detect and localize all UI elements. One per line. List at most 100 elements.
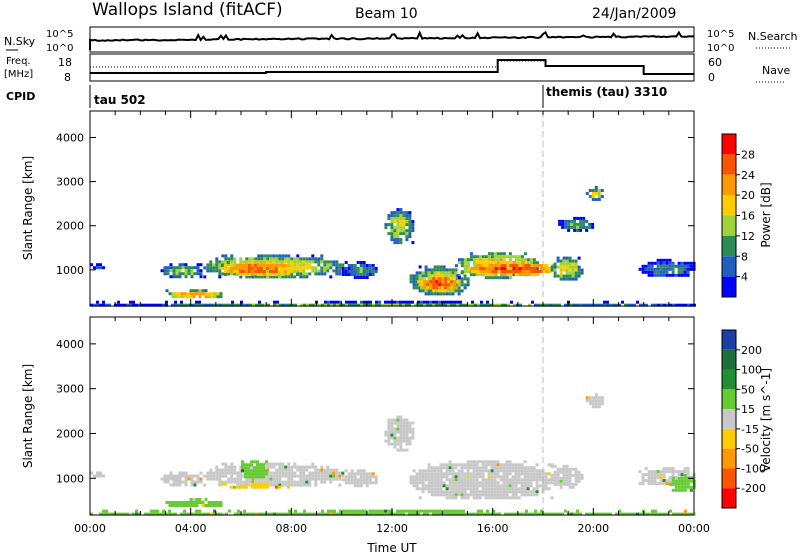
heatmap-cell [479,270,483,273]
heatmap-cell [284,480,288,484]
heatmap-cell [499,255,503,259]
heatmap-cell [177,295,181,299]
heatmap-cell [678,512,681,516]
heatmap-cell [362,270,366,273]
heatmap-cell [308,474,312,478]
heatmap-cell [219,292,223,296]
heatmap-cell [439,475,443,479]
heatmap-cell [448,460,452,464]
heatmap-cell [393,445,397,449]
heatmap-cell [502,276,506,280]
heatmap-cell [447,286,451,290]
heatmap-cell [399,430,403,434]
heatmap-cell [663,303,666,307]
heatmap-cell [390,211,394,215]
heatmap-cell [362,478,366,482]
heatmap-cell [606,300,609,304]
heatmap-cell [509,273,513,276]
heatmap-cell [491,270,495,273]
heatmap-cell [534,303,537,307]
heatmap-cell [222,512,225,516]
heatmap-cell [198,501,202,504]
heatmap-cell [363,303,366,307]
heatmap-cell [256,270,260,273]
heatmap-cell [493,258,497,262]
heatmap-cell [618,509,621,513]
heatmap-cell [245,257,249,261]
heatmap-cell [492,509,495,513]
heatmap-cell [453,303,456,307]
heatmap-cell [351,300,354,304]
heatmap-cell [338,483,342,487]
heatmap-cell [274,270,278,273]
heatmap-cell [529,484,533,488]
heatmap-cell [234,512,237,516]
heatmap-cell [588,396,592,400]
heatmap-cell [470,270,474,273]
heatmap-cell [99,474,102,478]
y-tick-label: 3000 [56,176,84,189]
heatmap-cell [481,466,485,470]
heatmap-cell [659,473,663,477]
heatmap-cell [267,303,270,307]
heatmap-cell [463,478,467,482]
heatmap-cell [594,512,597,516]
heatmap-cell [396,211,400,215]
heatmap-cell [481,475,485,479]
heatmap-cell [276,300,279,304]
heatmap-cell [481,261,485,265]
heatmap-cell [451,271,455,275]
heatmap-cell [390,238,394,242]
heatmap-cell [469,481,473,485]
heatmap-cell [472,484,476,488]
heatmap-cell [502,475,506,479]
heatmap-cell [517,496,521,500]
heatmap-cell [424,265,428,269]
heatmap-cell [399,241,403,245]
heatmap-cell [532,469,536,473]
heatmap-cell [513,512,516,516]
heatmap-cell [306,303,309,307]
nsky-trace [89,30,695,50]
heatmap-cell [546,303,549,307]
heatmap-cell [218,260,222,264]
heatmap-cell [450,277,454,281]
heatmap-cell [174,501,178,504]
heatmap-cell [284,471,288,475]
heatmap-cell [487,469,491,473]
heatmap-cell [408,303,411,307]
heatmap-cell [263,275,267,279]
heatmap-cell [579,512,582,516]
heatmap-cell [662,467,666,471]
heatmap-cell [206,263,210,267]
heatmap-cell [543,303,546,307]
heatmap-cell [226,261,230,264]
heatmap-cell [472,472,476,476]
heatmap-cell [402,226,406,230]
heatmap-cell [529,493,533,497]
heatmap-cell [405,509,408,513]
heatmap-cell [484,255,488,259]
velocity-heatmap-cells [90,393,696,516]
heatmap-cell [317,272,321,276]
heatmap-cell [308,263,312,267]
heatmap-cell [430,466,434,470]
heatmap-cell [517,481,521,485]
heatmap-cell [302,480,306,484]
heatmap-cell [365,264,369,267]
velocity-colorbar-tick-label: 100 [741,364,762,377]
heatmap-cell [568,259,572,263]
heatmap-cell [510,512,513,516]
heatmap-cell [567,222,571,226]
heatmap-cell [456,274,460,278]
heatmap-cell [585,225,589,229]
heatmap-cell [362,276,366,279]
velocity-colorbar-swatch [722,468,736,489]
heatmap-cell [466,469,470,473]
heatmap-cell [405,442,409,446]
velocity-x-axis: 00:00 04:00 08:00 12:00 16:00 20:00 00:00 [74,317,710,535]
heatmap-cell [399,300,402,304]
heatmap-cell [442,286,446,290]
heatmap-cell [436,487,440,491]
heatmap-cell [469,478,473,482]
